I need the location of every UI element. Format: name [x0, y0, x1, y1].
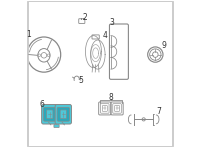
Text: 5: 5 [78, 76, 83, 85]
FancyBboxPatch shape [44, 107, 56, 121]
Text: 7: 7 [157, 107, 161, 116]
Text: 2: 2 [82, 13, 87, 22]
FancyBboxPatch shape [55, 105, 71, 124]
FancyBboxPatch shape [54, 125, 59, 127]
Text: 4: 4 [103, 31, 108, 40]
Text: 8: 8 [109, 93, 113, 102]
Text: 6: 6 [39, 100, 44, 109]
Text: 9: 9 [162, 41, 167, 50]
FancyBboxPatch shape [57, 107, 69, 121]
Text: 3: 3 [110, 18, 114, 27]
FancyBboxPatch shape [42, 105, 58, 124]
Text: 1: 1 [26, 30, 31, 39]
FancyBboxPatch shape [60, 110, 66, 119]
FancyBboxPatch shape [47, 110, 53, 119]
